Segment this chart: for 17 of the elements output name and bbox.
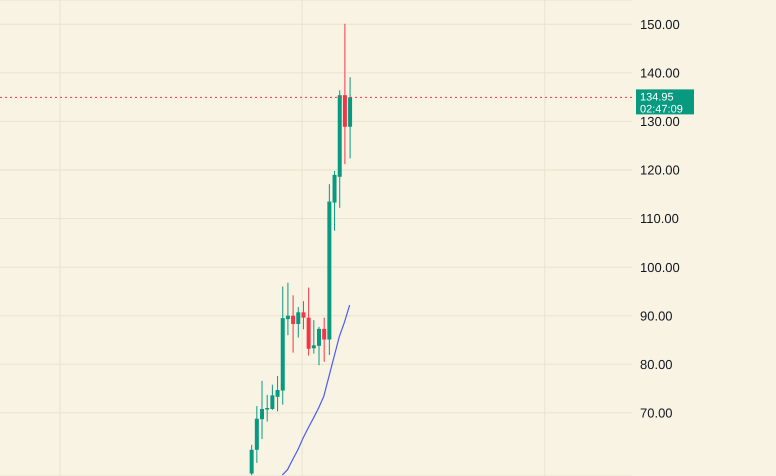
y-tick-label: 150.00 (640, 16, 680, 32)
text: 02:47:09 (640, 103, 683, 116)
candlestick (291, 294, 296, 354)
line-series (282, 304, 350, 476)
candlestick (250, 444, 254, 476)
candlestick (296, 306, 300, 338)
y-tick-label: 110.00 (640, 211, 679, 226)
candlestick (301, 300, 306, 330)
y-tick-label: 100.00 (640, 260, 680, 275)
y-tick-label: 130.00 (640, 114, 680, 130)
candlestick (322, 317, 326, 362)
y-tick-label: 90.00 (640, 308, 673, 324)
ref-line-label: 134.95 (640, 91, 674, 104)
y-tick-label: 80.00 (640, 356, 673, 372)
y-tick-label: 70.00 (640, 405, 673, 420)
y-tick-label: 140.00 (640, 65, 680, 80)
y-tick-label: 120.00 (640, 162, 680, 178)
